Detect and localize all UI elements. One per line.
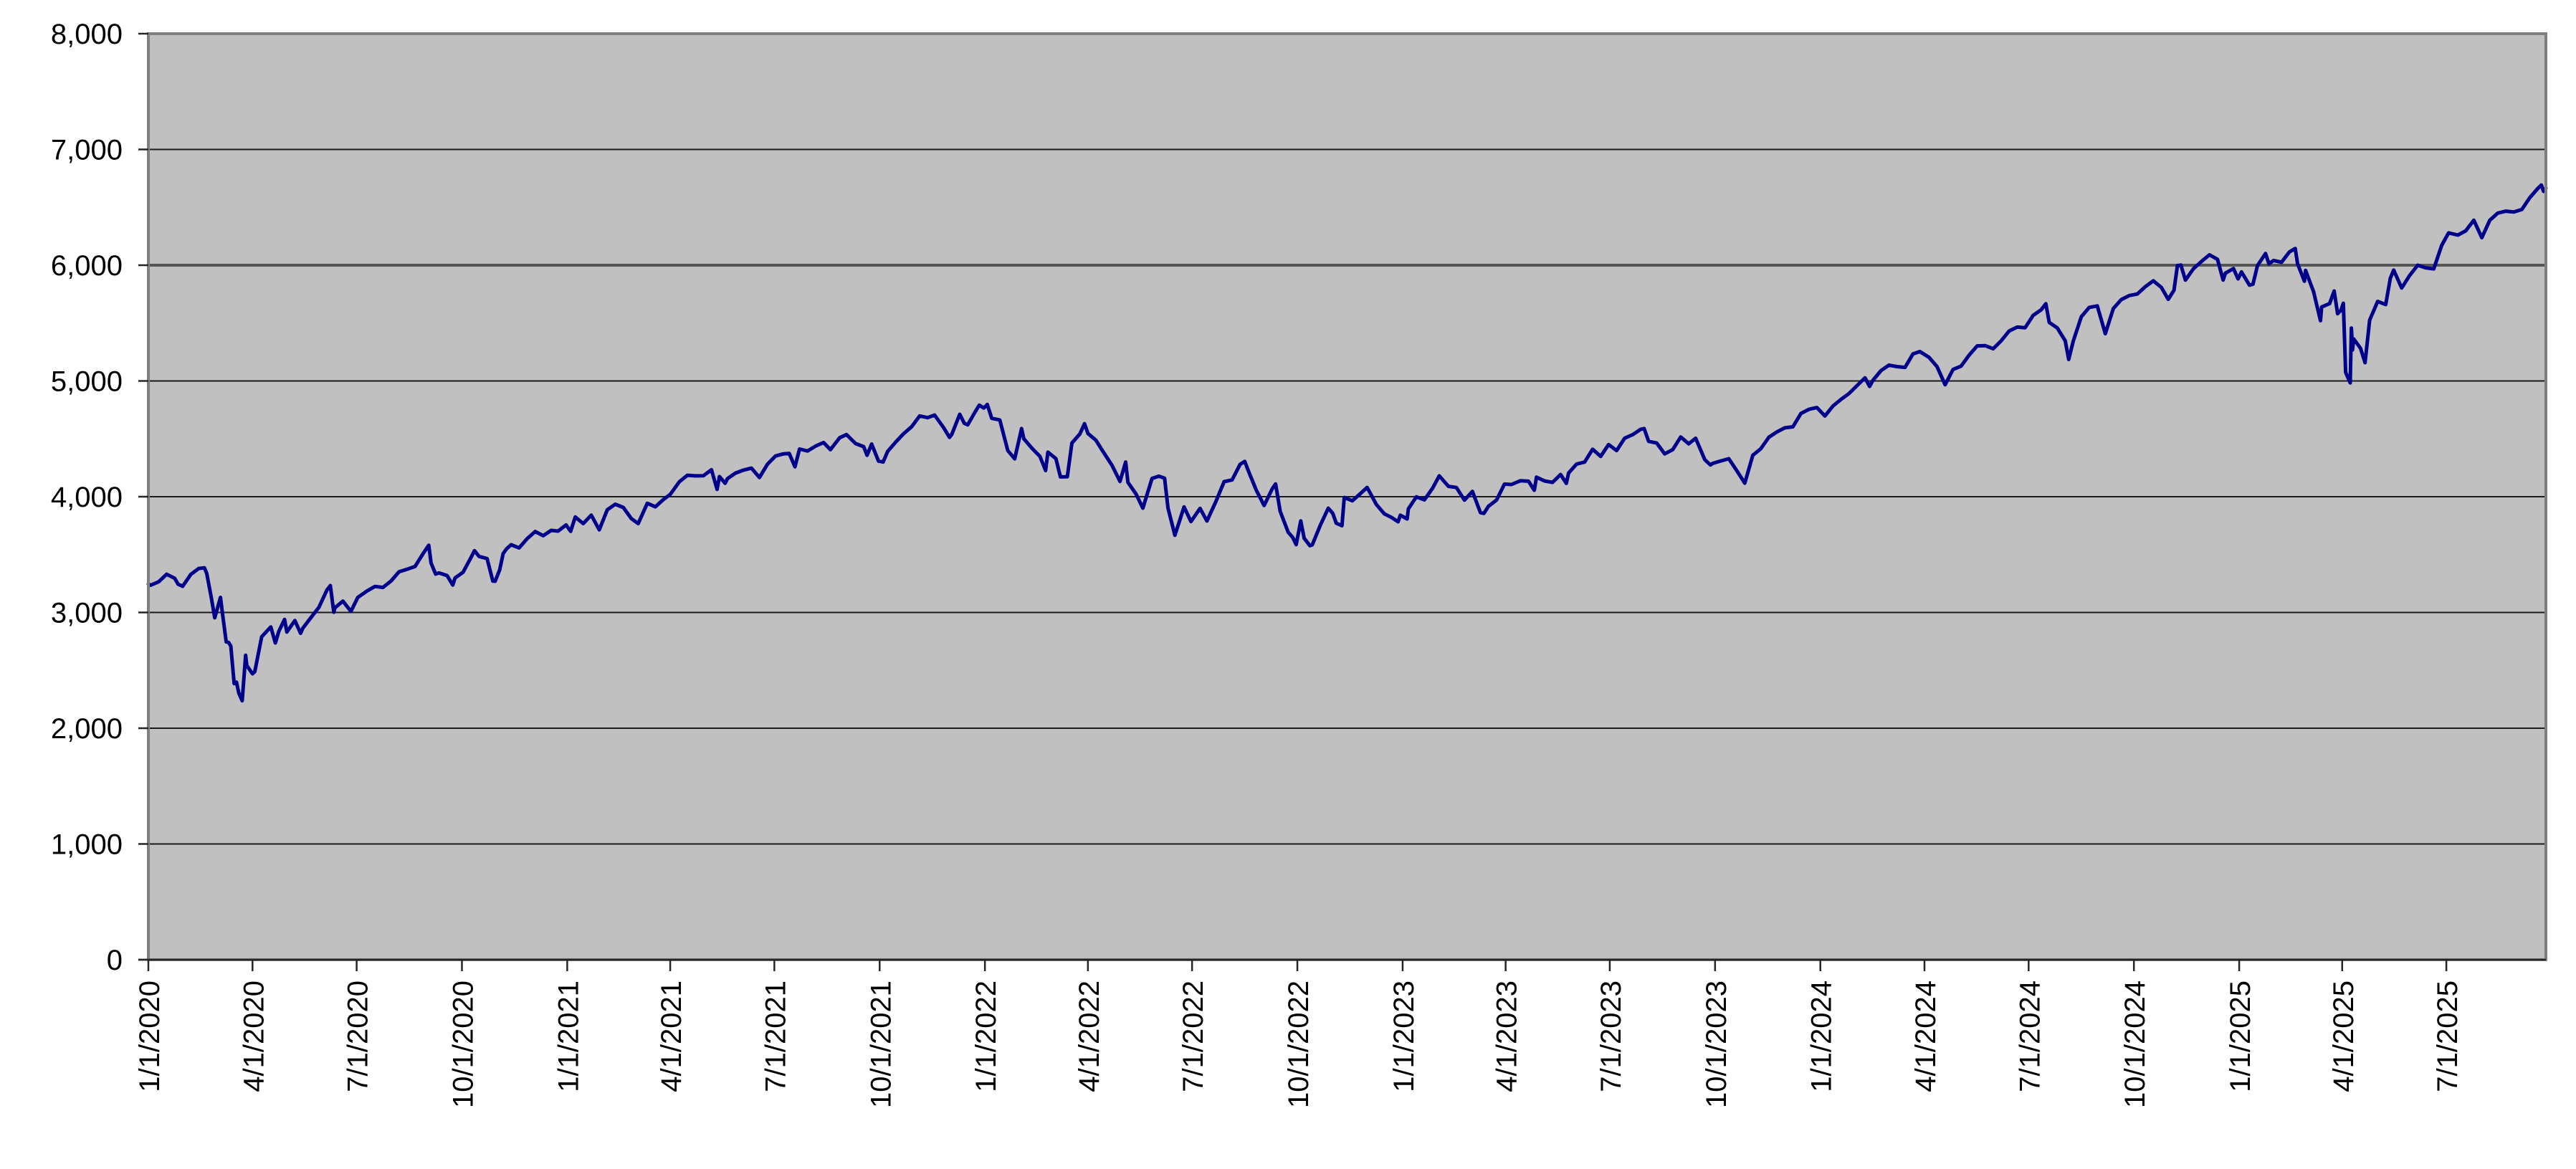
x-tick-label: 4/1/2025 — [2328, 980, 2360, 1092]
y-axis-ticks — [138, 32, 148, 961]
x-axis-ticks — [147, 960, 2448, 971]
x-tick-label: 4/1/2022 — [1074, 980, 1105, 1092]
y-tick-label: 5,000 — [51, 366, 123, 398]
y-tick-label: 3,000 — [51, 598, 123, 629]
x-tick-label: 10/1/2021 — [865, 980, 897, 1108]
x-tick-label: 10/1/2024 — [2119, 980, 2151, 1108]
x-tick-label: 7/1/2022 — [1178, 980, 1209, 1092]
price-line-group — [146, 183, 2548, 703]
y-tick-label: 1,000 — [51, 829, 123, 861]
x-tick-label: 1/1/2020 — [134, 980, 166, 1092]
x-tick-label: 1/1/2021 — [553, 980, 584, 1092]
x-tick-label: 7/1/2023 — [1595, 980, 1627, 1092]
x-axis-labels: 1/1/2020 4/1/2020 7/1/2020 10/1/2020 1/1/202… — [134, 980, 2463, 1108]
x-tick-label: 7/1/2021 — [760, 980, 791, 1092]
y-tick-label: 2,000 — [51, 713, 123, 745]
x-tick-label: 7/1/2020 — [343, 980, 374, 1092]
y-tick-label: 4,000 — [51, 482, 123, 513]
x-tick-label: 7/1/2025 — [2432, 980, 2463, 1092]
x-tick-label: 1/1/2023 — [1388, 980, 1420, 1092]
x-tick-label: 10/1/2020 — [447, 980, 479, 1108]
y-tick-label: 7,000 — [51, 135, 123, 166]
x-tick-label: 1/1/2022 — [970, 980, 1002, 1092]
x-tick-label: 4/1/2021 — [656, 980, 687, 1092]
x-tick-label: 1/1/2025 — [2225, 980, 2256, 1092]
x-tick-label: 10/1/2023 — [1701, 980, 1732, 1108]
x-tick-label: 7/1/2024 — [2014, 980, 2046, 1092]
x-tick-label: 1/1/2024 — [1806, 980, 1838, 1092]
x-tick-label: 4/1/2023 — [1492, 980, 1523, 1092]
y-tick-label: 8,000 — [51, 19, 123, 50]
x-tick-label: 4/1/2024 — [1910, 980, 1942, 1092]
price-line — [146, 183, 2548, 703]
y-tick-label: 6,000 — [51, 250, 123, 282]
y-tick-label: 0 — [107, 945, 123, 976]
x-tick-label: 10/1/2022 — [1283, 980, 1315, 1108]
x-tick-label: 4/1/2020 — [238, 980, 269, 1092]
y-gridlines — [148, 148, 2546, 845]
y-axis-labels: 0 1,000 2,000 3,000 4,000 5,000 6,000 7,000 8,00… — [51, 19, 123, 976]
